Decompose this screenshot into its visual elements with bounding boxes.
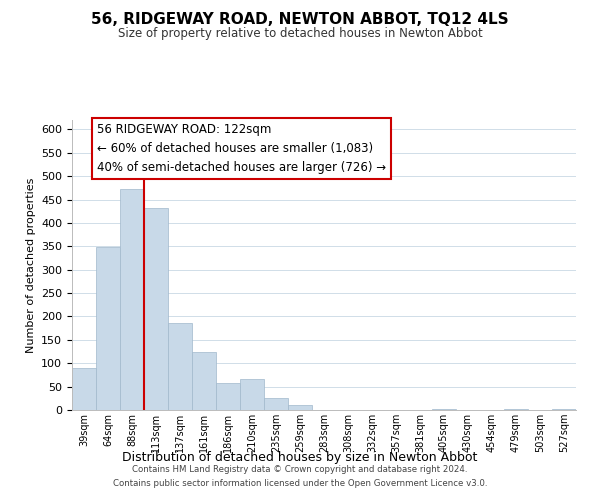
Text: Size of property relative to detached houses in Newton Abbot: Size of property relative to detached ho…	[118, 28, 482, 40]
Bar	[240, 378, 264, 410]
Bar	[216, 384, 240, 410]
Bar	[264, 398, 288, 410]
Bar	[432, 409, 456, 410]
Text: 56, RIDGEWAY ROAD, NEWTON ABBOT, TQ12 4LS: 56, RIDGEWAY ROAD, NEWTON ABBOT, TQ12 4L…	[91, 12, 509, 28]
Bar	[168, 324, 192, 410]
Text: Distribution of detached houses by size in Newton Abbot: Distribution of detached houses by size …	[122, 451, 478, 464]
Y-axis label: Number of detached properties: Number of detached properties	[26, 178, 35, 352]
Bar	[504, 409, 528, 410]
Bar	[192, 352, 216, 410]
Bar	[72, 368, 96, 410]
Bar	[552, 409, 576, 410]
Bar	[144, 208, 168, 410]
Bar	[96, 247, 120, 410]
Bar	[120, 189, 144, 410]
Text: Contains HM Land Registry data © Crown copyright and database right 2024.
Contai: Contains HM Land Registry data © Crown c…	[113, 466, 487, 487]
Text: 56 RIDGEWAY ROAD: 122sqm
← 60% of detached houses are smaller (1,083)
40% of sem: 56 RIDGEWAY ROAD: 122sqm ← 60% of detach…	[97, 123, 386, 174]
Bar	[288, 406, 312, 410]
